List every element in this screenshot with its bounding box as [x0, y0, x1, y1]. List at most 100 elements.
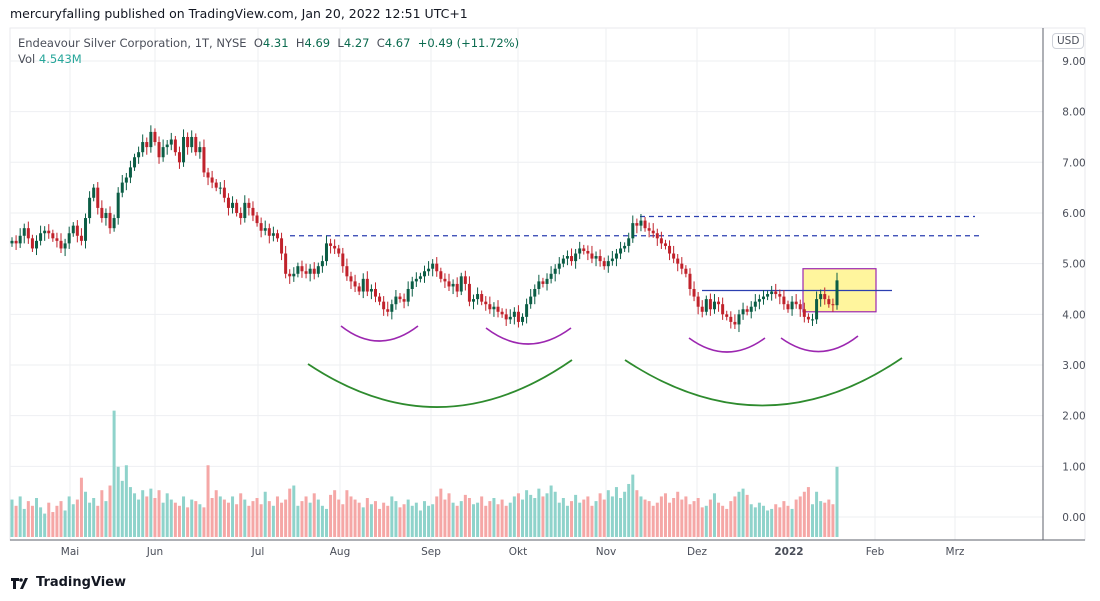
candle-body	[30, 238, 34, 249]
candle-body	[26, 228, 30, 239]
candle	[455, 277, 459, 298]
candle	[717, 297, 721, 312]
time-tick-label: Okt	[509, 546, 527, 558]
volume-bar	[761, 505, 765, 537]
candle	[186, 132, 190, 155]
volume-bar	[198, 504, 202, 537]
big-arc-1[interactable]	[307, 359, 573, 408]
candle	[614, 248, 618, 267]
candle	[798, 299, 802, 317]
candle-body	[516, 311, 520, 322]
currency-button[interactable]: USD	[1052, 33, 1085, 49]
volume-bar	[349, 496, 353, 537]
candle-body	[177, 152, 181, 163]
candle	[35, 235, 39, 256]
time-tick-label: Dez	[687, 546, 708, 558]
candle	[451, 279, 455, 295]
price-tick-label: 2.00	[1062, 411, 1085, 423]
candle-body	[418, 276, 422, 279]
candle	[390, 299, 394, 320]
volume-bar	[418, 510, 422, 537]
candle	[774, 283, 778, 299]
tradingview-logo[interactable]: TradingView	[10, 575, 126, 590]
candle	[810, 313, 814, 326]
candle	[116, 187, 120, 225]
candle-body	[63, 243, 67, 249]
volume-bar	[598, 493, 602, 537]
volume-bar	[169, 499, 173, 537]
price-tick-label: 7.00	[1062, 157, 1085, 169]
candle	[157, 136, 161, 164]
candle	[590, 245, 594, 264]
candle-body	[247, 202, 251, 208]
volume-bar	[14, 505, 18, 537]
volume-bar	[361, 507, 365, 537]
candle-body	[512, 311, 516, 317]
volume-bar	[663, 493, 667, 537]
candle-body	[300, 266, 304, 272]
time-axis[interactable]: Mai Jun Jul Aug Sep Okt Nov Dez 2022 Feb Mrz	[61, 546, 965, 558]
candle	[120, 174, 124, 198]
small-arc-3[interactable]	[688, 337, 766, 353]
candle	[271, 226, 275, 242]
candle-body	[619, 248, 623, 254]
volume-bar	[582, 499, 586, 537]
volume-bar	[459, 501, 463, 537]
candle	[496, 300, 500, 318]
price-tick-label: 6.00	[1062, 208, 1085, 220]
candle-body	[541, 281, 545, 284]
candle	[672, 245, 676, 264]
candle-body	[226, 197, 230, 208]
candle-body	[655, 233, 659, 239]
candle-body	[827, 299, 831, 305]
small-arc-1[interactable]	[340, 325, 419, 342]
big-arc-2[interactable]	[624, 357, 903, 407]
candle	[565, 250, 569, 266]
volume-bar	[443, 499, 447, 537]
volume-bar	[688, 504, 692, 537]
candle	[345, 258, 349, 281]
volume-bar	[378, 508, 382, 537]
small-arc-4[interactable]	[780, 335, 859, 353]
volume-bar	[525, 490, 529, 537]
candle-body	[235, 202, 239, 213]
candle-body	[382, 301, 386, 310]
candle	[292, 267, 296, 282]
volume-bar	[43, 513, 47, 537]
candle-body	[831, 304, 835, 306]
candle	[333, 239, 337, 255]
volume-bar	[100, 490, 104, 537]
candle	[721, 297, 725, 320]
candle-body	[451, 283, 455, 287]
volume-bar	[659, 496, 663, 537]
high-value: 4.69	[304, 36, 331, 50]
price-axis[interactable]: 9.00 8.00 7.00 6.00 5.00 4.00 3.00 2.00 1.00 0.00	[1062, 56, 1085, 524]
symbol-title[interactable]: Endeavour Silver Corporation, 1T, NYSE	[18, 36, 247, 50]
candle	[729, 311, 733, 329]
volume-bar	[382, 502, 386, 537]
volume-bar	[194, 501, 198, 537]
candle-body	[369, 288, 373, 292]
candle-body	[169, 139, 173, 145]
volume-bar	[251, 501, 255, 537]
volume-bar	[373, 501, 377, 537]
volume-bar	[414, 502, 418, 537]
low-label: L	[337, 36, 344, 50]
volume-bar	[651, 505, 655, 537]
candle-body	[373, 288, 377, 297]
volume-bar	[798, 496, 802, 537]
candle	[255, 211, 259, 227]
candle-body	[725, 314, 729, 317]
candle	[606, 255, 610, 273]
candle-body	[786, 304, 790, 310]
candle	[190, 130, 194, 153]
open-label: O	[253, 36, 263, 50]
candle	[778, 289, 782, 305]
candle-body	[549, 273, 553, 279]
volume-bar	[451, 502, 455, 537]
volume-bar	[737, 491, 741, 537]
candle-body	[484, 301, 488, 305]
volume-bar	[806, 487, 810, 537]
small-arc-2[interactable]	[485, 327, 572, 345]
